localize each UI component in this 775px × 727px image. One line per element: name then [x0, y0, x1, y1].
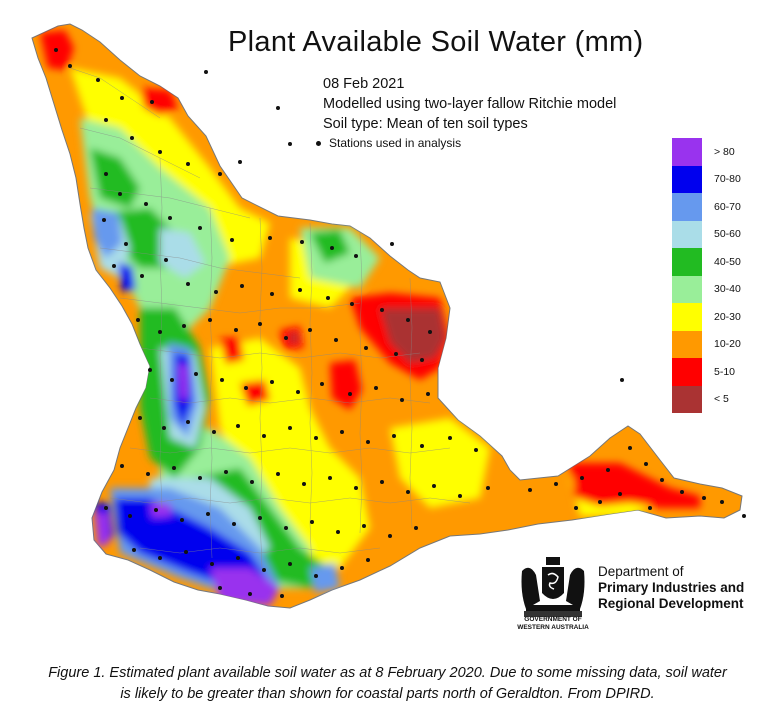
caption-line1: Figure 1. Estimated plant available soil… — [48, 665, 727, 681]
government-line1: GOVERNMENT OF — [524, 616, 582, 623]
weather-stations — [54, 48, 746, 598]
legend-row: 70-80 — [672, 165, 775, 193]
swatch-blue — [672, 165, 702, 193]
caption-line2: is likely to be greater than shown for c… — [120, 686, 655, 702]
model-description: Modelled using two-layer fallow Ritchie … — [323, 96, 617, 112]
legend-row: 50-60 — [672, 220, 775, 248]
legend-label: 60-70 — [714, 200, 741, 213]
legend-row: 30-40 — [672, 275, 775, 303]
legend-label: 10-20 — [714, 338, 741, 351]
soil-water-zones — [40, 30, 700, 606]
department-line3: Regional Development — [598, 596, 744, 611]
department-line1: Department of — [598, 564, 684, 579]
legend-label: 70-80 — [714, 173, 741, 186]
legend-row: 60-70 — [672, 193, 775, 221]
map-figure: Plant Available Soil Water (mm) 08 Feb 2… — [10, 8, 768, 640]
department-label: Department of Primary Industries and Reg… — [598, 564, 744, 612]
soil-type-description: Soil type: Mean of ten soil types — [323, 116, 528, 132]
legend-label: > 80 — [714, 145, 735, 158]
stations-note-text: Stations used in analysis — [329, 136, 462, 150]
station-dot-icon — [316, 140, 321, 146]
map-title: Plant Available Soil Water (mm) — [228, 26, 644, 58]
government-line2: WESTERN AUSTRALIA — [517, 624, 589, 631]
soil-water-map — [31, 23, 746, 609]
swatch-green — [672, 248, 702, 276]
map-date: 08 Feb 2021 — [323, 76, 405, 92]
stations-legend-note: Stations used in analysis — [316, 136, 461, 150]
legend-row: < 5 — [672, 385, 775, 413]
legend-label: 30-40 — [714, 283, 741, 296]
government-label: GOVERNMENT OF WESTERN AUSTRALIA — [507, 616, 599, 632]
swatch-dark-red — [672, 385, 702, 413]
wa-government-crest-icon — [521, 557, 585, 617]
figure-caption: Figure 1. Estimated plant available soil… — [0, 663, 775, 705]
legend-row: 10-20 — [672, 330, 775, 358]
swatch-purple — [672, 138, 702, 166]
legend-label: 50-60 — [714, 228, 741, 241]
legend-row: 5-10 — [672, 358, 775, 386]
swatch-red — [672, 358, 702, 386]
legend-label: 20-30 — [714, 310, 741, 323]
legend-row: 40-50 — [672, 248, 775, 276]
swatch-light-green — [672, 275, 702, 303]
swatch-mid-blue — [672, 193, 702, 221]
legend-row: > 80 — [672, 138, 775, 166]
swatch-orange — [672, 330, 702, 358]
legend-label: 40-50 — [714, 255, 741, 268]
legend-label: < 5 — [714, 393, 729, 406]
color-legend: > 80 70-80 60-70 50-60 40-50 30-40 20-30 10-20 5… — [672, 138, 775, 413]
swatch-yellow — [672, 303, 702, 331]
legend-label: 5-10 — [714, 365, 736, 378]
swatch-light-blue — [672, 220, 702, 248]
legend-row: 20-30 — [672, 303, 775, 331]
department-line2: Primary Industries and — [598, 580, 745, 595]
